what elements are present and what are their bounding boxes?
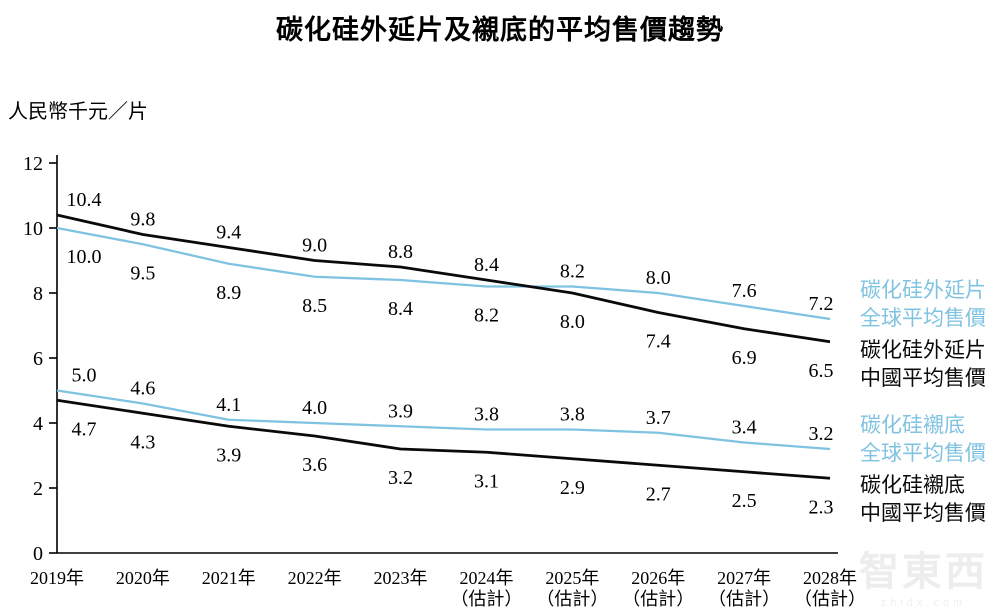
y-tick-label: 12 <box>23 153 43 175</box>
legend-label-line1: 碳化硅襯底 <box>860 413 965 437</box>
value-label: 9.5 <box>130 262 155 284</box>
value-label: 8.8 <box>388 241 413 263</box>
value-label: 8.4 <box>474 254 499 276</box>
x-tick-label: 2023年 <box>374 568 428 588</box>
x-tick-label: 2025年 <box>545 568 599 588</box>
value-label: 6.5 <box>809 360 834 382</box>
value-label: 10.4 <box>67 189 102 211</box>
value-label: 8.9 <box>216 282 241 304</box>
legend-label-line1: 碳化硅襯底 <box>860 473 965 497</box>
legend-label-line2: 全球平均售價 <box>860 441 986 465</box>
value-label: 7.2 <box>809 293 834 315</box>
series-line-2 <box>56 389 831 451</box>
legend-label-line2: 中國平均售價 <box>860 366 986 390</box>
value-label: 10.0 <box>67 246 102 268</box>
y-tick-label: 0 <box>33 543 43 565</box>
value-label: 9.0 <box>302 235 327 257</box>
value-label: 3.9 <box>216 444 241 466</box>
value-label: 2.7 <box>646 483 671 505</box>
x-tick-label: 2026年 <box>631 568 685 588</box>
watermark-url-text: zhidx.com <box>880 597 967 609</box>
x-estimate-label: （估計） <box>622 589 694 609</box>
x-estimate-label: （估計） <box>708 589 780 609</box>
value-label: 5.0 <box>72 365 97 387</box>
y-tick-label: 6 <box>33 348 43 370</box>
value-label: 7.4 <box>646 331 671 353</box>
series-line-0 <box>56 226 831 321</box>
value-label: 3.6 <box>302 454 327 476</box>
value-label: 8.0 <box>560 311 585 333</box>
value-label: 7.6 <box>732 280 757 302</box>
value-label: 3.2 <box>388 467 413 489</box>
value-label: 3.7 <box>646 407 671 429</box>
value-label: 4.7 <box>72 418 97 440</box>
y-tick-label: 10 <box>23 218 43 240</box>
y-axis-unit-label: 人民幣千元／片 <box>8 101 148 123</box>
value-label: 4.6 <box>130 378 155 400</box>
legend-epitaxial-china: 碳化硅外延片 中國平均售價 <box>860 336 986 392</box>
value-label: 9.4 <box>216 222 241 244</box>
legend-label-line1: 碳化硅外延片 <box>860 338 986 362</box>
legend-substrate-china: 碳化硅襯底 中國平均售價 <box>860 471 986 527</box>
series-line-3 <box>56 398 831 480</box>
x-tick-label: 2019年 <box>30 568 84 588</box>
value-label: 4.3 <box>130 431 155 453</box>
legend-label-line2: 全球平均售價 <box>860 306 986 330</box>
y-tick-label: 2 <box>33 478 43 500</box>
x-tick-label: 2020年 <box>116 568 170 588</box>
value-label: 8.2 <box>560 261 585 283</box>
value-label: 8.5 <box>302 295 327 317</box>
x-estimate-label: （估計） <box>450 589 522 609</box>
value-label: 4.1 <box>216 394 241 416</box>
value-label: 3.8 <box>560 404 585 426</box>
zhidx-watermark: 智東西 zhidx.com <box>859 539 988 609</box>
value-label: 8.4 <box>388 298 413 320</box>
value-label: 8.2 <box>474 305 499 327</box>
legend-substrate-global: 碳化硅襯底 全球平均售價 <box>860 411 986 467</box>
chart-title: 碳化硅外延片及襯底的平均售價趨勢 <box>276 15 724 45</box>
x-tick-label: 2022年 <box>288 568 342 588</box>
value-label: 2.3 <box>809 496 834 518</box>
legend-label-line1: 碳化硅外延片 <box>860 278 986 302</box>
x-estimate-label: （估計） <box>536 589 608 609</box>
value-label: 3.8 <box>474 404 499 426</box>
x-tick-label: 2024年 <box>459 568 513 588</box>
y-tick-label: 8 <box>33 283 43 305</box>
legend-label-line2: 中國平均售價 <box>860 501 986 525</box>
value-label: 2.5 <box>732 490 757 512</box>
value-label: 6.9 <box>732 347 757 369</box>
series-line-1 <box>56 213 831 344</box>
value-label: 4.0 <box>302 397 327 419</box>
watermark-logo-text: 智東西 <box>859 549 988 594</box>
x-tick-label: 2028年 <box>803 568 857 588</box>
y-tick-label: 4 <box>33 413 43 435</box>
value-label: 3.4 <box>732 417 757 439</box>
x-estimate-label: （估計） <box>794 589 866 609</box>
legend-epitaxial-global: 碳化硅外延片 全球平均售價 <box>860 276 986 332</box>
value-label: 3.1 <box>474 470 499 492</box>
value-label: 3.2 <box>809 423 834 445</box>
value-label: 2.9 <box>560 477 585 499</box>
value-label: 8.0 <box>646 267 671 289</box>
x-tick-label: 2027年 <box>717 568 771 588</box>
value-label: 3.9 <box>388 400 413 422</box>
x-tick-label: 2021年 <box>202 568 256 588</box>
value-label: 9.8 <box>130 209 155 231</box>
